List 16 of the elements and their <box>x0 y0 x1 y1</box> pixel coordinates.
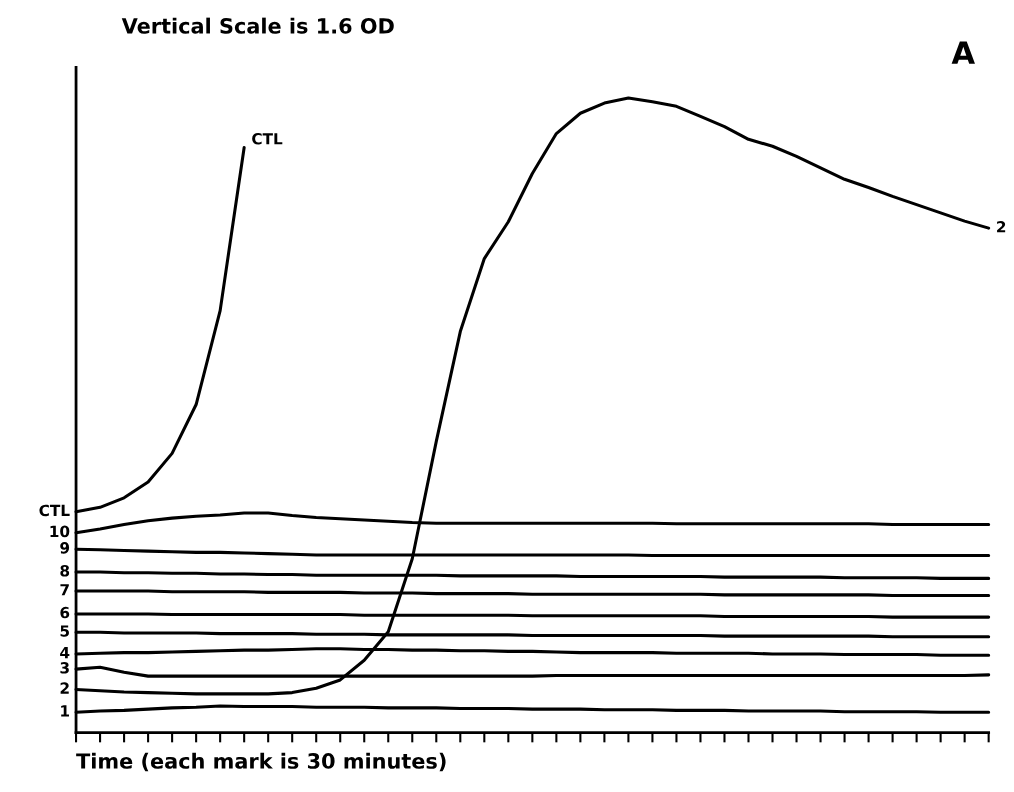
series-label: 10 <box>50 525 70 538</box>
x-axis-title: Time (each mark is 30 minutes) <box>76 752 446 772</box>
series-label: 7 <box>60 584 69 596</box>
annotation: CTL <box>252 133 283 145</box>
series-label: 6 <box>60 606 70 619</box>
series-label: 5 <box>60 625 69 637</box>
series-label: 8 <box>60 564 70 577</box>
series-label: 2 <box>60 682 69 694</box>
series-label: 3 <box>60 662 69 674</box>
series-label: 9 <box>60 542 70 554</box>
chart-title: Vertical Scale is 1.6 OD <box>121 17 394 34</box>
series-label: 1 <box>61 705 69 717</box>
series-label: CTL <box>39 504 70 517</box>
text: A <box>951 41 975 64</box>
series-label: 4 <box>60 646 70 659</box>
text: 2 <box>997 221 1006 233</box>
